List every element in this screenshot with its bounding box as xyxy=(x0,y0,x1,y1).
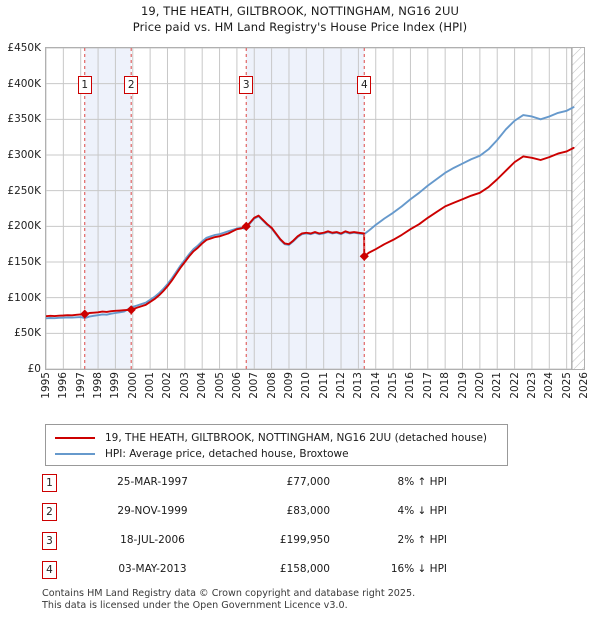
page-subtitle: Price paid vs. HM Land Registry's House … xyxy=(132,20,468,34)
transaction-date: 18-JUL-2006 xyxy=(120,534,185,546)
table-row: 3 18-JUL-2006 £199,950 2% ↑ HPI xyxy=(42,530,482,559)
transaction-hpi-delta: 4% ↓ HPI xyxy=(397,505,447,517)
chart-legend: 19, THE HEATH, GILTBROOK, NOTTINGHAM, NG… xyxy=(45,424,508,466)
x-axis-tick: 2026 xyxy=(578,372,590,399)
x-axis-tick: 2021 xyxy=(491,372,504,399)
x-axis-tick: 2007 xyxy=(248,372,261,399)
x-axis-tick: 2008 xyxy=(265,372,278,399)
table-row: 4 03-MAY-2013 £158,000 16% ↓ HPI xyxy=(42,559,482,588)
y-axis-tick: £250K xyxy=(7,184,41,197)
transaction-price: £158,000 xyxy=(279,563,330,575)
x-axis-tick: 1996 xyxy=(57,372,70,399)
footer-line-1: Contains HM Land Registry data © Crown c… xyxy=(42,588,416,599)
x-axis-tick: 2016 xyxy=(404,372,417,399)
x-axis-tick: 2013 xyxy=(352,372,365,399)
chart-marker-badge-1: 1 xyxy=(77,76,92,94)
transaction-date: 03-MAY-2013 xyxy=(118,563,187,575)
x-axis-tick: 2022 xyxy=(508,372,521,399)
chart-plot-area: 1 2 3 4 xyxy=(45,47,585,370)
x-axis-tick: 2005 xyxy=(213,372,226,399)
transaction-price: £77,000 xyxy=(286,476,330,488)
x-axis-tick: 2015 xyxy=(387,372,400,399)
y-axis-tick: £150K xyxy=(7,256,41,268)
transaction-hpi-delta: 16% ↓ HPI xyxy=(390,563,447,575)
y-axis-tick: £450K xyxy=(7,42,41,54)
y-axis-tick: £400K xyxy=(7,77,41,90)
x-axis-tick: 2000 xyxy=(126,372,139,399)
x-axis-tick: 1997 xyxy=(74,372,87,399)
x-axis-tick: 2012 xyxy=(335,372,348,399)
x-axis-tick: 2014 xyxy=(369,372,382,399)
x-axis-tick: 2009 xyxy=(282,372,295,399)
legend-swatch-property xyxy=(55,437,95,439)
x-axis-tick: 2023 xyxy=(525,372,538,399)
x-axis-tick: 2002 xyxy=(161,372,174,399)
x-axis-tick: 2017 xyxy=(421,372,434,399)
table-row: 1 25-MAR-1997 £77,000 8% ↑ HPI xyxy=(42,472,482,501)
x-axis-tick: 1999 xyxy=(109,372,122,399)
x-axis-tick: 2001 xyxy=(144,372,157,399)
plot-frame xyxy=(45,47,585,370)
transaction-date: 25-MAR-1997 xyxy=(117,476,188,488)
legend-item-hpi: HPI: Average price, detached house, Brox… xyxy=(55,446,507,462)
x-axis-tick: 2025 xyxy=(560,372,573,399)
x-axis-tick: 2018 xyxy=(439,372,452,399)
y-axis-tick: £300K xyxy=(7,149,41,161)
x-axis-tick: 1998 xyxy=(92,372,105,399)
legend-label-property: 19, THE HEATH, GILTBROOK, NOTTINGHAM, NG… xyxy=(105,432,488,444)
x-axis-tick: 2024 xyxy=(543,372,556,399)
x-axis-labels: 1995 1996 1997 1998 1999 2000 2001 2002 2003 2004… xyxy=(40,372,590,418)
x-axis-tick: 2003 xyxy=(178,372,191,399)
x-axis-tick: 1995 xyxy=(40,372,52,399)
transaction-date: 29-NOV-1999 xyxy=(117,505,188,517)
y-axis-tick: £50K xyxy=(14,327,41,340)
transaction-hpi-delta: 8% ↑ HPI xyxy=(397,476,447,488)
chart-marker-badge-2: 2 xyxy=(124,76,139,94)
x-axis-tick: 2011 xyxy=(317,372,330,399)
transaction-index-badge: 2 xyxy=(42,503,57,521)
chart-title-block: 19, THE HEATH, GILTBROOK, NOTTINGHAM, NG… xyxy=(0,3,600,35)
legend-swatch-hpi xyxy=(55,453,95,455)
transaction-price: £199,950 xyxy=(279,534,330,546)
y-axis-tick: £100K xyxy=(7,291,41,304)
transaction-index-badge: 3 xyxy=(42,532,57,550)
transaction-index-badge: 4 xyxy=(42,561,57,579)
x-axis-tick: 2020 xyxy=(473,372,486,399)
y-axis-tick: £200K xyxy=(7,220,41,233)
transaction-index-badge: 1 xyxy=(42,474,57,492)
transaction-hpi-delta: 2% ↑ HPI xyxy=(397,534,447,546)
legend-item-property: 19, THE HEATH, GILTBROOK, NOTTINGHAM, NG… xyxy=(55,430,507,446)
y-axis-tick: £0 xyxy=(27,363,41,375)
chart-marker-badge-4: 4 xyxy=(357,76,372,94)
legend-label-hpi: HPI: Average price, detached house, Brox… xyxy=(105,448,349,460)
transactions-table: 1 25-MAR-1997 £77,000 8% ↑ HPI 2 29-NOV-1999 £… xyxy=(42,472,482,588)
y-axis-labels: £0 £50K £100K £150K £200K £250K £300K £350K £400… xyxy=(0,42,45,375)
x-axis-tick: 2004 xyxy=(196,372,209,399)
transaction-price: £83,000 xyxy=(286,505,330,517)
x-axis-tick: 2019 xyxy=(456,372,469,399)
x-axis-tick: 2010 xyxy=(300,372,313,399)
footer-line-2: This data is licensed under the Open Gov… xyxy=(42,599,348,611)
footer-attribution: Contains HM Land Registry data © Crown c… xyxy=(42,588,562,611)
table-row: 2 29-NOV-1999 £83,000 4% ↓ HPI xyxy=(42,501,482,530)
price-history-chart xyxy=(46,48,584,369)
y-axis-tick: £350K xyxy=(7,113,41,126)
page-title: 19, THE HEATH, GILTBROOK, NOTTINGHAM, NG… xyxy=(140,4,460,18)
chart-marker-badge-3: 3 xyxy=(239,76,254,94)
x-axis-tick: 2006 xyxy=(230,372,243,399)
